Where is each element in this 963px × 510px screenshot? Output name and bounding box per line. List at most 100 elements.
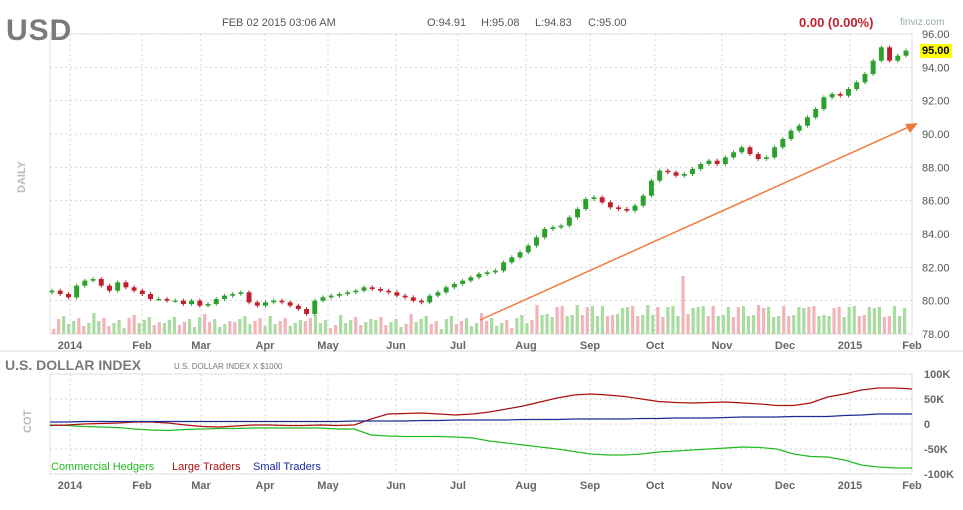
volume-bar [349,320,353,334]
last-price-tag: 95.00 [920,44,952,58]
volume-bar [404,324,408,334]
volume-bar [736,307,740,334]
volume-bar [696,307,700,334]
volume-bar [318,323,323,334]
volume-bar [228,321,232,334]
volume-bar [620,308,625,334]
candle-body [336,294,342,296]
volume-bar [565,316,569,334]
candle-body [599,197,605,203]
volume-bar [394,319,398,334]
volume-bar [480,313,484,334]
volume-bar [238,319,242,334]
candle-body [640,195,646,206]
candle-body [525,245,531,253]
quote-date: FEB 02 2015 03:06 AM [222,17,336,29]
volume-bar [464,318,469,334]
candle-body [361,287,367,291]
volume-bar [424,316,428,334]
cot-y-tick: -50K [924,444,948,456]
volume-bar [877,307,881,334]
volume-bar [117,320,121,334]
volume-bar [570,315,574,334]
volume-bar [887,316,892,334]
candle-body [230,294,236,296]
volume-bar [751,315,756,334]
volume-bar [490,318,494,334]
volume-bar [218,327,222,334]
volume-bar [172,317,177,334]
volume-bar [802,308,806,334]
candle-body [419,300,424,303]
volume-bar [112,323,116,334]
volume-bar [72,321,76,334]
candle-body [410,297,416,301]
cot-x-tick: May [317,480,339,492]
volume-bar [777,316,781,334]
volume-bar [439,329,443,334]
candle-body [115,282,121,291]
volume-bar [419,319,423,334]
candle-body [616,207,622,209]
volume-bar [681,276,685,334]
candle-body [534,237,539,246]
volume-bar [862,315,866,334]
price-x-tick: Feb [902,340,922,352]
candle-body [164,299,170,301]
volume-bar [817,316,821,334]
cot-x-tick: Jul [450,480,466,492]
volume-bar [671,306,675,334]
price-y-tick: 82.00 [922,262,950,274]
candle-body [65,294,71,298]
candle-body [197,300,203,306]
candle-body [903,50,909,56]
volume-bar [213,319,217,334]
volume-bar [192,327,197,334]
volume-bar [313,315,318,334]
volume-bar [590,306,594,334]
volume-bar [364,322,368,334]
candle-body [558,225,564,228]
volume-bar [177,325,182,334]
cot-y-tick: 100K [924,369,950,381]
legend-small-traders: Small Traders [253,461,321,473]
volume-bar [469,326,474,334]
volume-bar [474,323,479,334]
volume-bar [540,315,544,334]
volume-bar [52,329,56,334]
price-y-tick: 78.00 [922,329,950,341]
volume-bar [706,316,710,334]
candle-body [263,302,268,306]
volume-bar [857,316,861,334]
volume-bar [77,318,81,334]
cot-series-line [50,413,912,423]
volume-bar [323,320,328,334]
volume-bar [782,306,786,334]
price-x-tick: Nov [712,340,734,352]
cot-x-tick: Dec [775,480,795,492]
candle-body [189,300,195,304]
volume-bar [741,306,746,334]
candle-body [607,202,613,208]
candle-body [369,287,375,289]
price-y-tick: 86.00 [922,196,950,208]
candle-body [895,55,901,61]
volume-bar [142,320,146,334]
volume-bar [721,315,725,334]
trend-arrowhead [905,123,918,133]
candle-body [377,289,383,291]
candle-body [698,164,704,169]
candle-body [451,284,457,288]
volume-bar [520,315,524,334]
candle-body [509,257,515,263]
legend-commercial-hedgers: Commercial Hedgers [51,461,155,473]
candle-body [353,290,359,293]
candle-body [148,294,154,299]
cot-x-tick: Feb [132,480,152,492]
volume-bar [661,317,665,334]
volume-bar [449,316,453,334]
price-y-tick: 80.00 [922,296,950,308]
price-x-tick: Apr [256,340,276,352]
candle-body [90,279,96,281]
candle-body [492,270,498,273]
